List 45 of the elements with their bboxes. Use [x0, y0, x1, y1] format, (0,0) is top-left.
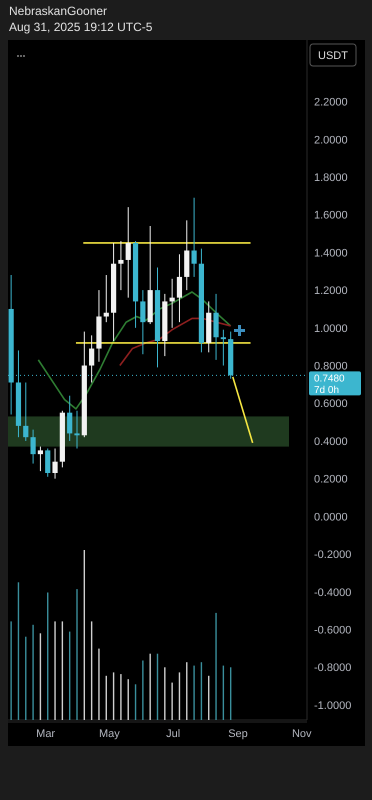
- chart-title: NebraskanGooner: [9, 4, 108, 18]
- y-tick-label: 2.2000: [314, 96, 348, 109]
- y-tick-label: 1.6000: [314, 210, 348, 222]
- y-tick-label: -0.6000: [314, 624, 352, 636]
- y-tick-label: 1.4000: [314, 247, 348, 260]
- candlestick: [126, 206, 131, 298]
- y-tick-label: 0.8000: [314, 360, 348, 373]
- y-tick-label: 1.2000: [314, 285, 348, 298]
- x-tick-label: Mar: [36, 728, 56, 740]
- candlestick: [30, 429, 36, 464]
- candlestick: [52, 448, 58, 480]
- y-tick-label: -0.2000: [314, 549, 352, 562]
- line-series: [119, 318, 232, 366]
- candlestick: [67, 395, 72, 442]
- candlestick: [170, 278, 175, 328]
- candlestick: [74, 410, 80, 449]
- candlestick: [104, 274, 109, 323]
- y-tick-label: -1.0000: [314, 700, 352, 712]
- ref-line-label: 0.7480: [314, 373, 346, 384]
- candlestick: [45, 448, 50, 478]
- y-tick-label: 0.2000: [314, 474, 348, 486]
- x-tick-label: Nov: [292, 728, 312, 740]
- candlestick: [176, 254, 182, 323]
- y-tick-label: 1.0000: [314, 322, 348, 335]
- candlestick: [38, 446, 44, 472]
- candlestick: [220, 329, 226, 366]
- x-tick-label: May: [99, 728, 120, 740]
- y-tick-label: 1.8000: [314, 172, 348, 184]
- x-tick-label: Sep: [228, 728, 248, 740]
- candlestick: [89, 334, 94, 383]
- y-tick-label: 0.4000: [314, 436, 348, 448]
- chart-subtitle: Aug 31, 2025 19:12 UTC-5: [9, 20, 153, 34]
- candlestick: [118, 240, 124, 291]
- y-tick-label: -0.8000: [314, 662, 352, 674]
- line-series: [38, 291, 232, 410]
- y-tick-label: 2.0000: [314, 134, 348, 146]
- y-tick-label: -0.4000: [314, 586, 352, 599]
- x-tick-label: Jul: [166, 728, 180, 740]
- candlestick: [140, 290, 146, 355]
- y-tick-label: 0.6000: [314, 398, 348, 410]
- y-tick-label: 0.0000: [314, 511, 348, 524]
- text: USDT: [318, 50, 348, 62]
- candlestick: [23, 382, 28, 442]
- candlestick: [191, 197, 197, 278]
- text: 7d 0h: [314, 384, 340, 396]
